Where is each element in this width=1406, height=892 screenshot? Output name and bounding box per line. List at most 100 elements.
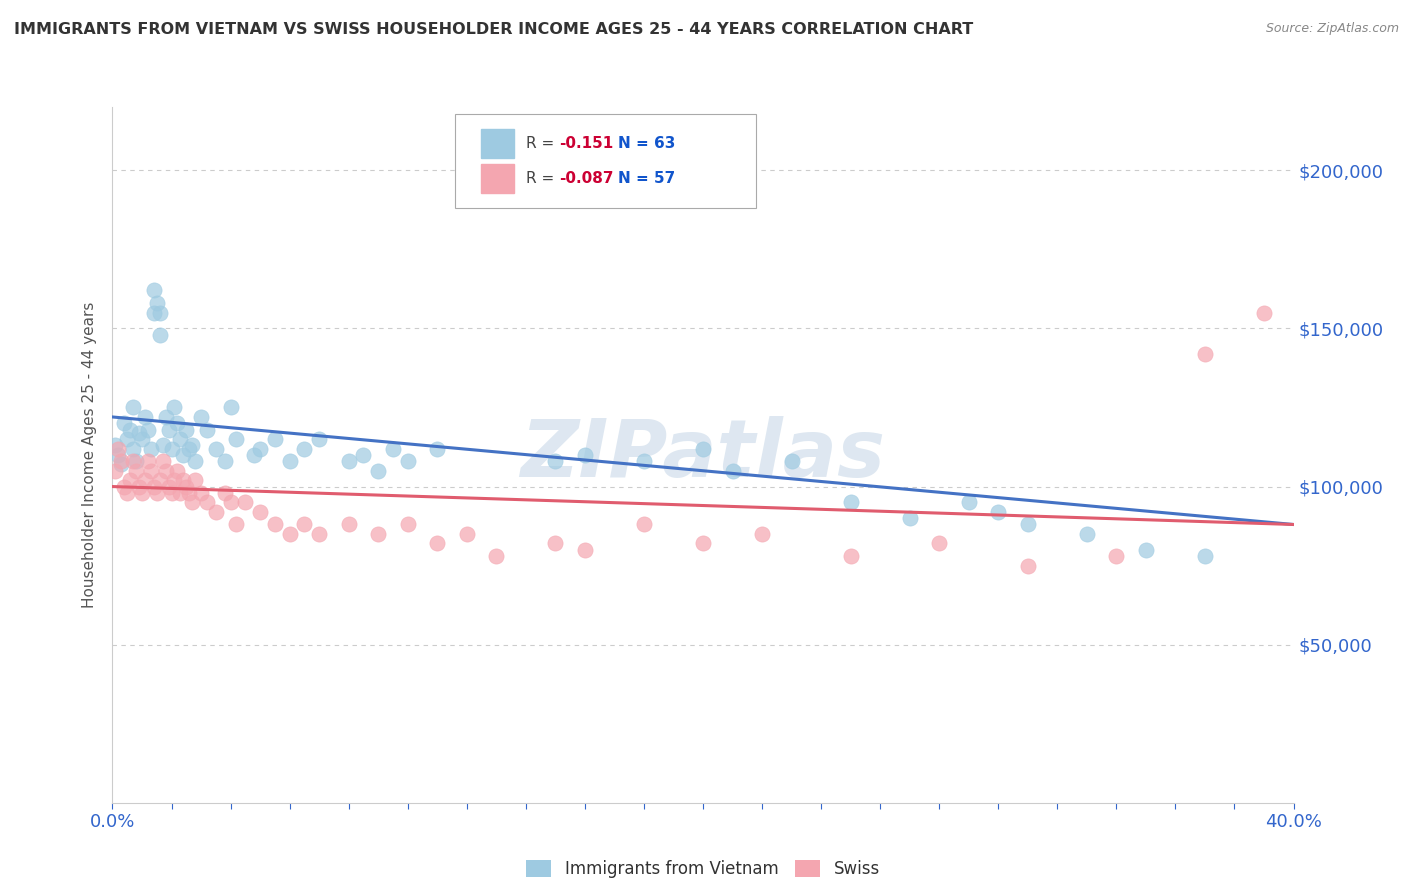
Point — [1017, 558, 1039, 573]
Point — [174, 479, 197, 493]
Point — [485, 549, 508, 563]
Point — [117, 432, 138, 446]
Point — [160, 486, 183, 500]
Point — [1194, 347, 1216, 361]
Point — [219, 401, 242, 415]
Text: Source: ZipAtlas.com: Source: ZipAtlas.com — [1265, 22, 1399, 36]
Point — [128, 479, 150, 493]
Point — [839, 495, 862, 509]
Bar — [481, 164, 515, 194]
Point — [131, 486, 153, 500]
Point — [278, 454, 301, 468]
Point — [117, 486, 138, 500]
Point — [157, 423, 180, 437]
Point — [149, 327, 172, 342]
Point — [157, 479, 180, 493]
Point — [110, 458, 132, 472]
Point — [692, 536, 714, 550]
Point — [146, 296, 169, 310]
Point — [136, 423, 159, 437]
Point — [174, 423, 197, 437]
Point — [692, 442, 714, 456]
Point — [278, 527, 301, 541]
Point — [780, 454, 803, 468]
Point — [122, 442, 145, 456]
Point — [249, 442, 271, 456]
Point — [155, 464, 177, 478]
Point — [957, 495, 980, 509]
Point — [426, 442, 449, 456]
Point — [104, 438, 127, 452]
Point — [155, 409, 177, 424]
Point — [152, 454, 174, 468]
Point — [205, 442, 228, 456]
Point — [125, 464, 148, 478]
Point — [181, 495, 204, 509]
Legend: Immigrants from Vietnam, Swiss: Immigrants from Vietnam, Swiss — [520, 854, 886, 885]
Point — [146, 486, 169, 500]
Point — [125, 454, 148, 468]
Point — [139, 464, 162, 478]
Point — [292, 442, 315, 456]
Point — [112, 417, 135, 431]
Point — [337, 517, 360, 532]
Point — [122, 454, 145, 468]
Y-axis label: Householder Income Ages 25 - 44 years: Householder Income Ages 25 - 44 years — [82, 301, 97, 608]
Point — [131, 432, 153, 446]
Point — [122, 401, 145, 415]
Point — [107, 448, 129, 462]
Point — [104, 464, 127, 478]
Point — [134, 473, 156, 487]
Point — [179, 442, 201, 456]
Point — [456, 527, 478, 541]
Point — [172, 473, 194, 487]
Point — [136, 454, 159, 468]
Point — [107, 442, 129, 456]
Point — [633, 454, 655, 468]
Text: ZIPatlas: ZIPatlas — [520, 416, 886, 494]
FancyBboxPatch shape — [456, 114, 756, 208]
Point — [264, 517, 287, 532]
Point — [214, 486, 236, 500]
Point — [928, 536, 950, 550]
Point — [184, 454, 207, 468]
Point — [149, 473, 172, 487]
Point — [184, 473, 207, 487]
Point — [152, 438, 174, 452]
Point — [205, 505, 228, 519]
Point — [120, 423, 142, 437]
Point — [544, 454, 567, 468]
Point — [751, 527, 773, 541]
Point — [987, 505, 1010, 519]
Point — [181, 438, 204, 452]
Point — [195, 495, 218, 509]
Text: -0.087: -0.087 — [560, 171, 613, 186]
Point — [721, 464, 744, 478]
Point — [120, 473, 142, 487]
Text: IMMIGRANTS FROM VIETNAM VS SWISS HOUSEHOLDER INCOME AGES 25 - 44 YEARS CORRELATI: IMMIGRANTS FROM VIETNAM VS SWISS HOUSEHO… — [14, 22, 973, 37]
Point — [337, 454, 360, 468]
Point — [382, 442, 405, 456]
Point — [142, 305, 165, 319]
Point — [396, 517, 419, 532]
Point — [1017, 517, 1039, 532]
Point — [112, 479, 135, 493]
Bar — [481, 128, 515, 158]
Point — [149, 305, 172, 319]
Point — [190, 486, 212, 500]
Point — [128, 425, 150, 440]
Point — [367, 464, 389, 478]
Point — [163, 473, 186, 487]
Point — [225, 432, 247, 446]
Text: R =: R = — [526, 171, 560, 186]
Point — [1194, 549, 1216, 563]
Point — [214, 454, 236, 468]
Point — [233, 495, 256, 509]
Point — [134, 409, 156, 424]
Point — [1105, 549, 1128, 563]
Point — [367, 527, 389, 541]
Point — [292, 517, 315, 532]
Point — [249, 505, 271, 519]
Point — [426, 536, 449, 550]
Point — [264, 432, 287, 446]
